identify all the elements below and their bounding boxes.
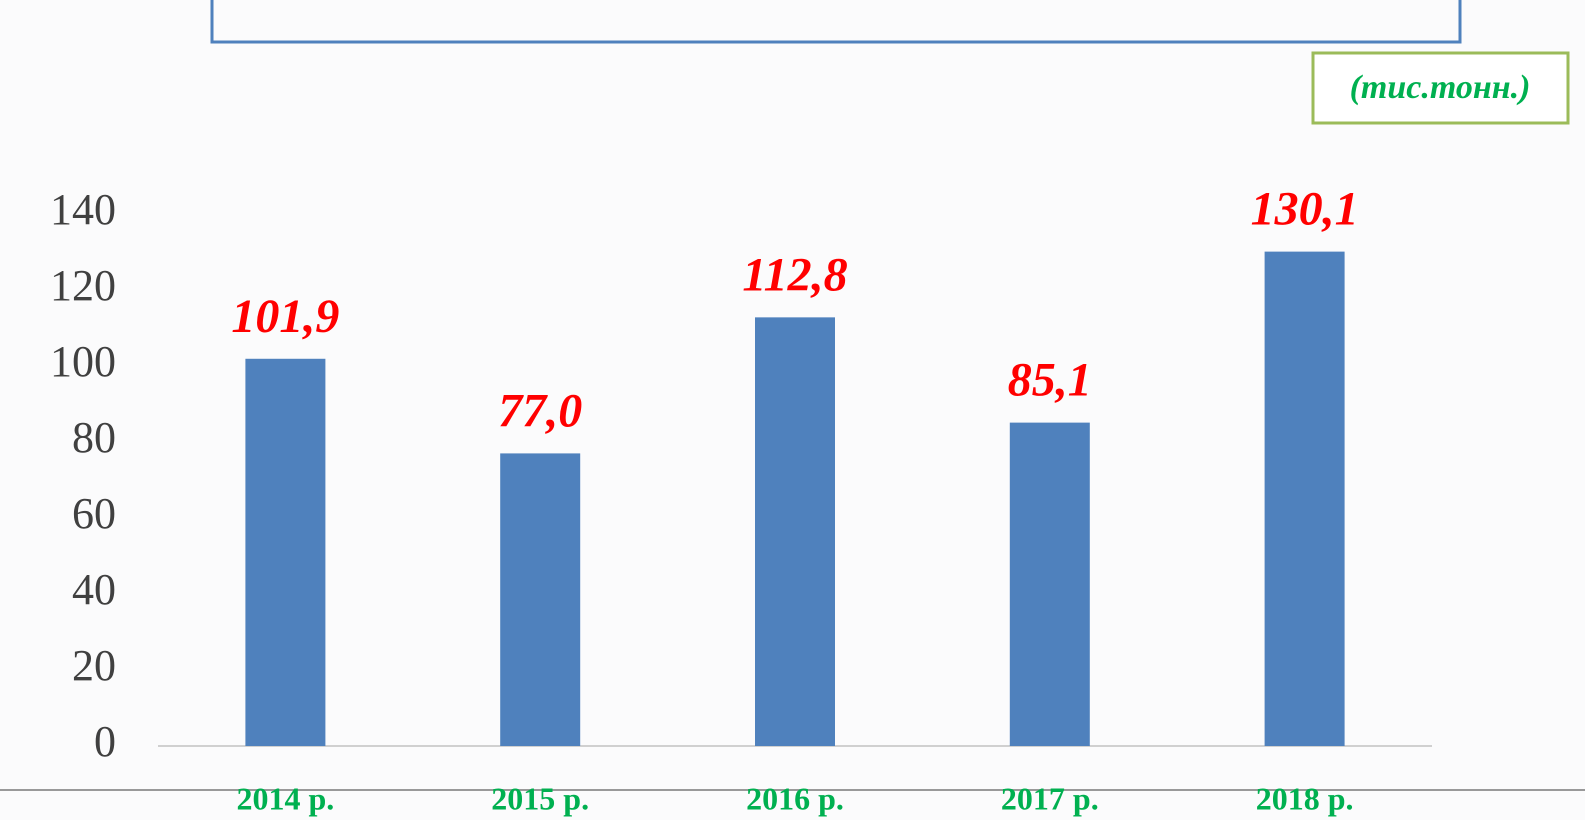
y-tick-label: 40 [72,565,116,614]
y-tick-label: 0 [94,717,116,766]
data-label: 77,0 [498,384,582,437]
data-label: 101,9 [231,290,339,343]
bar [755,317,835,746]
bar [1010,423,1090,746]
x-tick-label: 2014 р. [237,780,335,816]
chart: (тис.тонн.) 0 20 40 60 80 100 120 140 2014 р. 101… [0,0,1585,820]
bar [500,453,580,746]
bar [1265,252,1345,746]
data-label: 112,8 [742,248,847,301]
y-tick-label: 140 [50,185,116,234]
data-label: 130,1 [1251,183,1359,236]
y-tick-label: 80 [72,413,116,462]
y-tick-label: 100 [50,337,116,386]
x-tick-label: 2016 р. [746,780,844,816]
y-tick-label: 60 [72,489,116,538]
x-tick-label: 2018 р. [1256,780,1354,816]
data-label: 85,1 [1008,354,1092,407]
x-tick-label: 2017 р. [1001,780,1099,816]
title-box [212,0,1460,42]
unit-label: (тис.тонн.) [1350,69,1531,106]
page: (тис.тонн.) 0 20 40 60 80 100 120 140 2014 р. 101… [0,0,1585,820]
bar [245,359,325,746]
y-tick-label: 120 [50,261,116,310]
x-tick-label: 2015 р. [491,780,589,816]
y-tick-label: 20 [72,641,116,690]
